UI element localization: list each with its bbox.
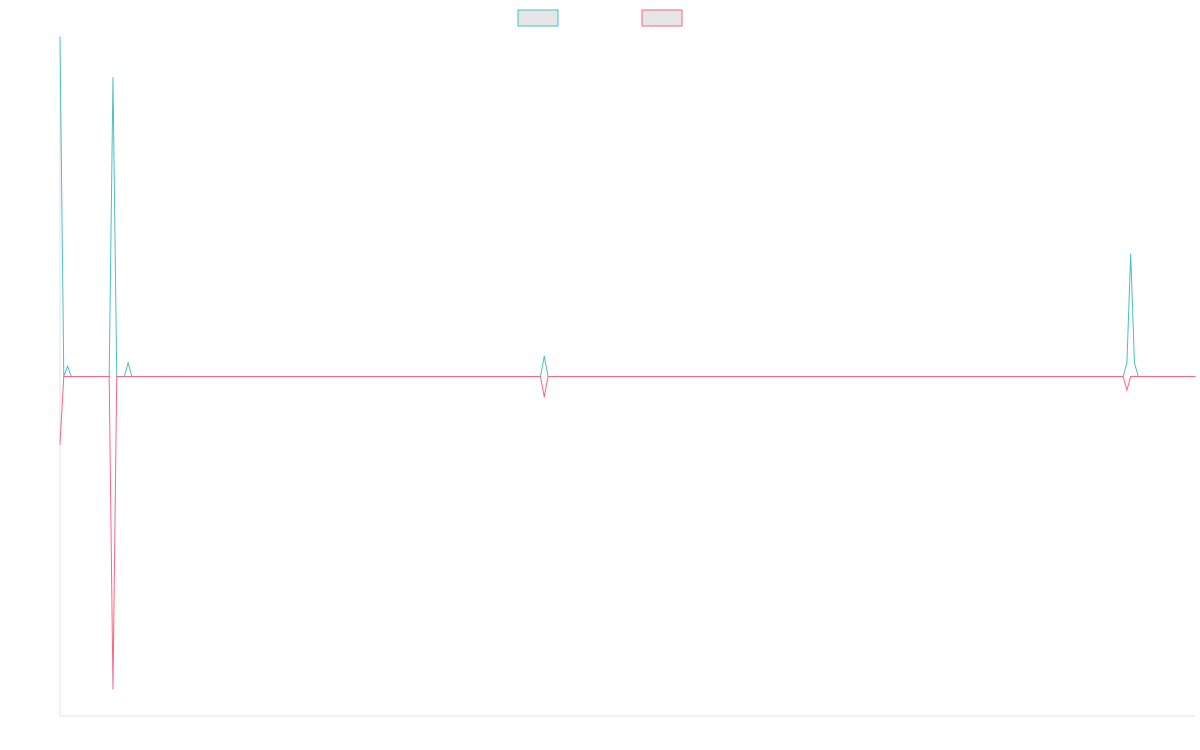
series-0-point-40[interactable] [1133,362,1136,364]
series-1-point-1[interactable] [63,375,65,378]
series-1-point-8[interactable] [172,375,175,378]
series-1-point-6[interactable] [116,375,118,378]
series-lines [59,36,1196,690]
series-1-point-0[interactable] [59,443,61,445]
series-0-point-18[interactable] [127,362,129,364]
series-1-point-19[interactable] [1194,375,1196,378]
series-0-point-38[interactable] [1126,362,1128,364]
series-0-line [59,36,1195,377]
series-1-line [59,376,1195,689]
legend[interactable] [517,9,683,27]
series-1-point-2[interactable] [66,375,69,378]
series-0-point-34[interactable] [543,355,545,357]
series-1-point-4[interactable] [108,375,110,378]
series-1-point-9[interactable] [176,375,178,378]
series-1-point-7[interactable] [119,375,122,378]
series-0-point-14[interactable] [112,77,114,79]
series-1-point-5[interactable] [112,688,114,690]
series-1-point-3[interactable] [70,375,72,378]
legend-swatch-0[interactable] [517,9,559,27]
series-1 [59,375,1196,690]
series-0-point-39[interactable] [1130,253,1132,255]
series-1-point-13[interactable] [547,375,549,378]
series-1-point-17[interactable] [1130,375,1132,378]
series-1-point-11[interactable] [539,375,542,378]
legend-item-0[interactable] [517,9,559,27]
series-1-point-10[interactable] [180,375,182,378]
legend-swatch-1[interactable] [641,9,683,27]
axes [59,37,1195,717]
series-1-point-14[interactable] [551,375,553,378]
series-1-point-12[interactable] [543,396,545,398]
series-0 [59,36,1196,378]
series-0-point-2[interactable] [66,365,69,367]
series-1-point-16[interactable] [1126,389,1128,391]
series-1-point-18[interactable] [1133,375,1136,378]
legend-item-1[interactable] [641,9,683,27]
series-1-point-15[interactable] [1122,375,1124,378]
series-0-point-0[interactable] [59,36,61,38]
